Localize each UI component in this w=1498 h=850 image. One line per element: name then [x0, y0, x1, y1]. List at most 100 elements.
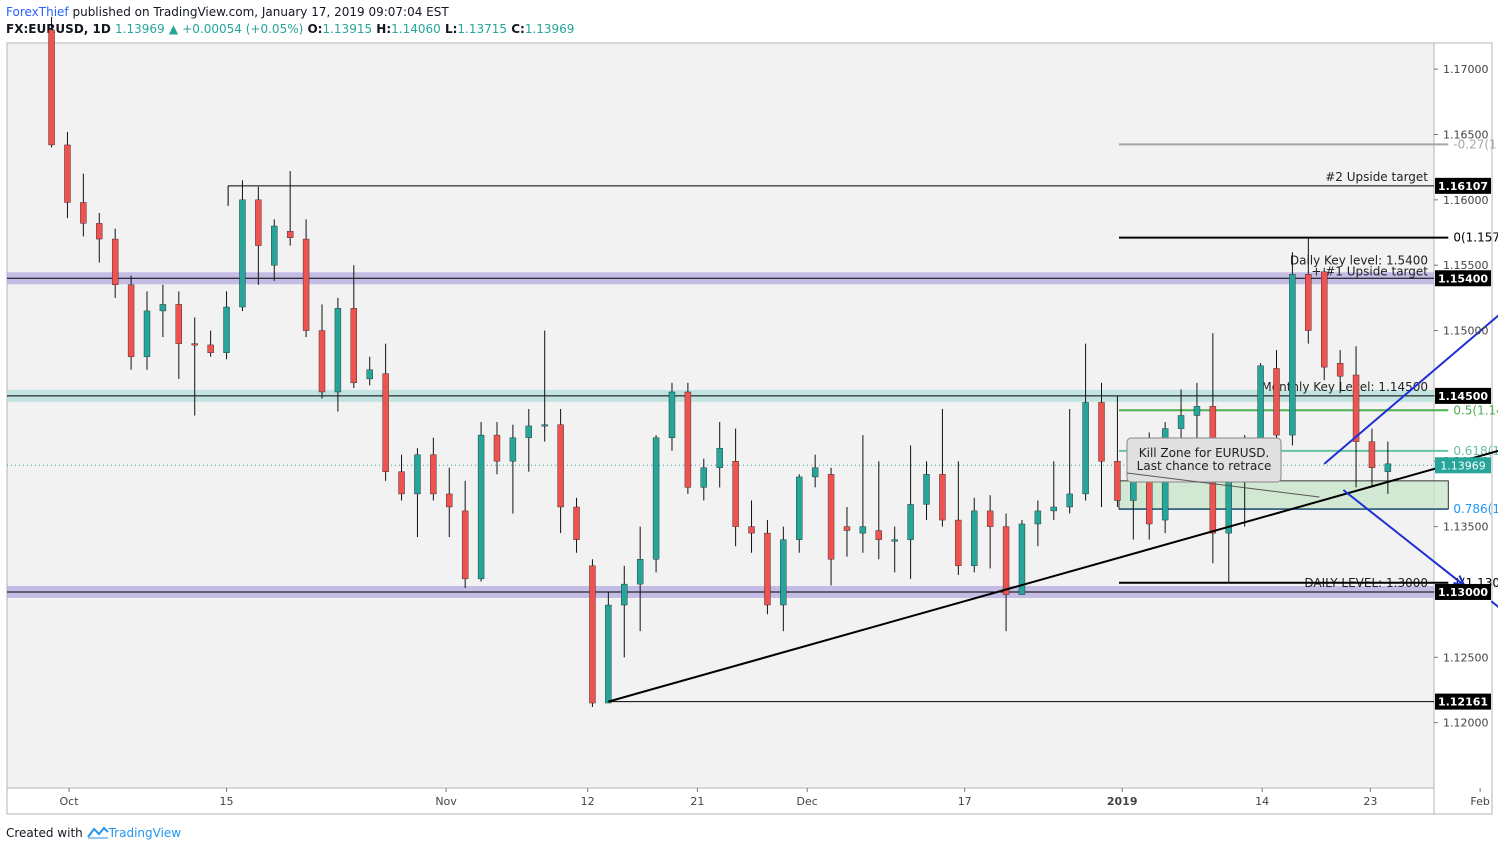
candle-body	[621, 583, 628, 606]
price-tag-box	[1435, 693, 1491, 710]
candle	[748, 500, 755, 553]
time-axis-label: 15	[220, 795, 234, 808]
candle-body	[48, 29, 55, 146]
candle-body	[796, 476, 803, 540]
key-level-label: Daily Key level: 1.5400	[1290, 253, 1428, 267]
high-label: H:	[376, 22, 392, 36]
kill-zone-callout-line-1: Kill Zone for EURUSD.	[1139, 446, 1270, 460]
candle	[605, 591, 612, 704]
price-axis-label: 1.12500	[1443, 651, 1489, 664]
key-level-label-2: + #1 Upside target	[1311, 264, 1428, 278]
candle-body	[1098, 402, 1105, 462]
candle-body	[573, 506, 580, 540]
price-axis-label: 1.16500	[1443, 128, 1489, 141]
candle	[796, 474, 803, 553]
candle	[939, 408, 946, 527]
candle	[414, 448, 421, 538]
last-price: 1.13969	[115, 22, 165, 36]
candle-body	[875, 530, 882, 540]
candle-body	[477, 434, 485, 580]
kill-zone-box	[1118, 480, 1449, 510]
candle-body	[80, 202, 87, 224]
candle-body	[589, 565, 596, 704]
price-tag-box	[1435, 583, 1491, 600]
time-axis-label: 14	[1255, 795, 1269, 808]
candle-body	[605, 604, 612, 704]
candle	[1368, 428, 1376, 488]
price-axis-area[interactable]	[1433, 42, 1493, 815]
price-tag-box	[1435, 387, 1491, 404]
candle	[366, 356, 373, 386]
candle	[191, 317, 198, 416]
time-axis-area[interactable]	[6, 787, 1435, 815]
projection-arrow	[1342, 489, 1465, 587]
candle-body	[668, 391, 676, 438]
price-axis-label: 1.15500	[1443, 259, 1489, 272]
current-price-tag-box	[1435, 457, 1491, 474]
candle	[811, 454, 819, 488]
candle	[509, 424, 517, 514]
candle	[207, 330, 214, 357]
candle-body	[1321, 271, 1328, 368]
time-axis-label: 2019	[1107, 795, 1138, 808]
candle	[1289, 252, 1296, 446]
tradingview-brand[interactable]: TradingView	[108, 826, 182, 840]
candle	[986, 495, 994, 569]
candle-body	[334, 308, 342, 393]
fib-level-label: 0.786(1.13635)	[1453, 502, 1498, 516]
candle	[700, 458, 707, 501]
low-value: 1.13715	[457, 22, 508, 36]
candle-body	[318, 330, 326, 393]
time-axis-label: 21	[690, 795, 704, 808]
open-value: 1.13915	[322, 22, 373, 36]
close-label: C:	[511, 22, 525, 36]
candle	[541, 330, 548, 442]
time-axis-label: Nov	[435, 795, 457, 808]
candle-body	[1082, 402, 1089, 495]
kill-zone-callout-pointer	[1126, 472, 1320, 498]
candle-body	[557, 424, 564, 508]
candle	[223, 291, 230, 360]
candle-body	[302, 238, 310, 331]
candle-body	[859, 526, 867, 534]
candle-body	[366, 369, 373, 380]
plot-area[interactable]	[6, 42, 1435, 789]
candle	[907, 445, 914, 579]
candle-body	[398, 471, 405, 495]
candle	[175, 291, 183, 379]
candle-body	[493, 434, 501, 462]
candle	[1050, 461, 1057, 521]
candle	[1305, 237, 1312, 344]
candle	[589, 559, 596, 707]
time-axis-label: Feb	[1470, 795, 1489, 808]
price-tag-label: 1.15400	[1438, 272, 1488, 285]
candle	[827, 467, 835, 586]
candle-body	[732, 461, 739, 527]
candle-body	[382, 373, 389, 472]
candle	[732, 428, 739, 547]
candle-body	[1305, 274, 1312, 331]
close-value: 1.13969	[524, 22, 575, 36]
candle-body	[971, 510, 978, 567]
candle	[159, 284, 167, 338]
low-label: L:	[444, 22, 458, 36]
candle	[286, 171, 294, 246]
candle	[1018, 520, 1026, 595]
candle-body	[159, 304, 167, 312]
candle-body	[1002, 526, 1010, 595]
candle	[1098, 382, 1105, 507]
candle-body	[1368, 441, 1376, 468]
price-axis-label: 1.17000	[1443, 63, 1489, 76]
candle-body	[923, 474, 930, 505]
candle	[843, 506, 851, 557]
price-axis-label: 1.12000	[1443, 717, 1489, 730]
candle	[64, 131, 71, 219]
price-change: +0.00054 (+0.05%)	[182, 22, 304, 36]
candle-body	[1193, 406, 1201, 416]
candle-body	[1114, 461, 1121, 501]
candle	[955, 461, 962, 575]
candle-body	[1273, 368, 1280, 436]
publisher-link[interactable]: ForexThief	[6, 5, 69, 19]
candle-body	[1050, 506, 1057, 512]
